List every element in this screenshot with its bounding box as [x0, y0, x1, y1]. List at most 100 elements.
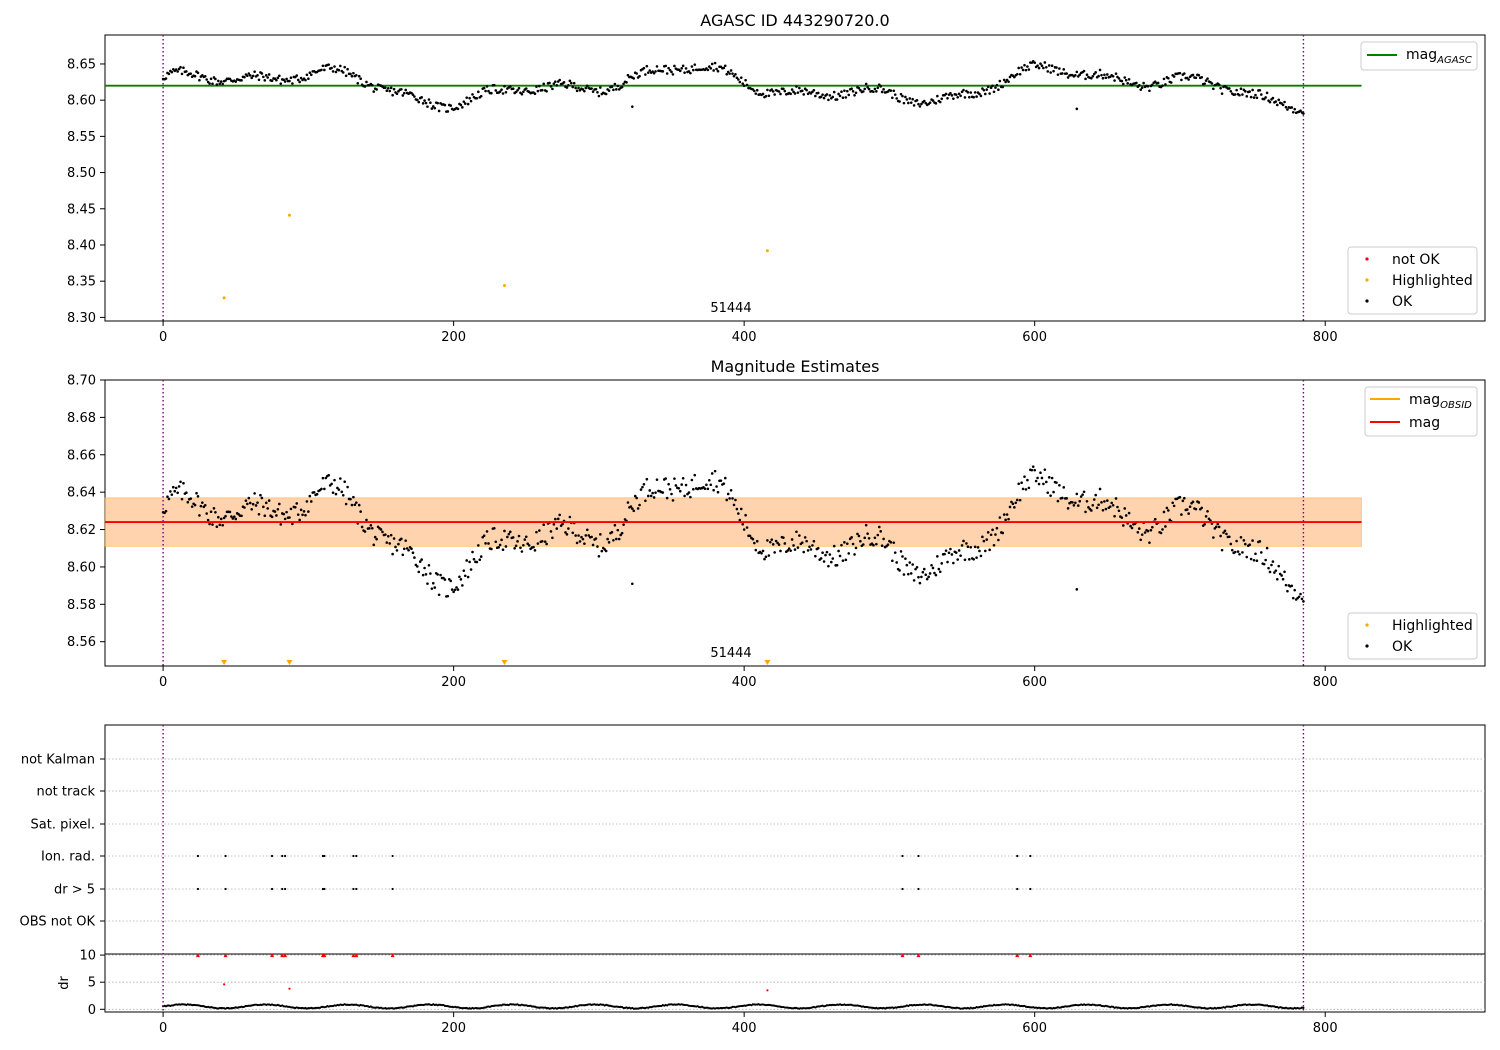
ok-point [690, 478, 694, 482]
ok-point [1004, 80, 1007, 84]
ok-point [299, 508, 303, 512]
ok-point [622, 523, 625, 526]
ok-point [523, 538, 527, 541]
p1-xtick-label: 0 [159, 330, 167, 345]
ok-point [443, 103, 447, 107]
ok-point [1097, 74, 1100, 78]
ok-point [786, 549, 790, 552]
ok-point [825, 93, 829, 96]
ok-point [493, 526, 496, 530]
ok-point [344, 502, 348, 506]
ok-point [402, 547, 406, 551]
ok-point [1267, 566, 1270, 570]
panel-flags: not Kalman not track Sat. pixel. Ion. rad. d… [20, 724, 1486, 1036]
ok-point [875, 542, 878, 546]
ok-point [921, 570, 925, 574]
ok-point [1238, 552, 1241, 556]
ok-point [299, 76, 303, 80]
ok-point [1040, 64, 1044, 68]
ok-point [500, 538, 503, 542]
ok-point [607, 89, 611, 92]
ok-point [462, 100, 466, 103]
panel-agasc-frame [104, 34, 1486, 322]
ok-point [828, 94, 832, 97]
ok-point [250, 76, 254, 80]
ok-point [381, 530, 384, 534]
ok-point [167, 497, 171, 501]
ok-point [368, 527, 371, 530]
ok-point [392, 537, 396, 540]
ok-point [661, 491, 665, 494]
ok-point [741, 82, 745, 85]
ok-point [1108, 505, 1112, 508]
ok-point [389, 533, 393, 537]
p2-ytick-label: 8.66 [67, 448, 96, 463]
ok-point [248, 501, 252, 505]
ok-point [771, 90, 775, 93]
ok-point [324, 476, 328, 480]
ok-point [1142, 81, 1145, 85]
ok-point [196, 495, 200, 498]
ok-point [1214, 525, 1218, 529]
ok-point [1082, 490, 1086, 494]
ok-point [275, 78, 278, 82]
flag-point [284, 854, 287, 858]
ok-point [554, 80, 557, 83]
ok-point [447, 577, 451, 581]
ok-point [928, 101, 932, 104]
dr-point [1302, 1006, 1305, 1009]
ok-point [651, 70, 654, 73]
ok-point [739, 507, 743, 511]
ok-point [814, 94, 817, 98]
panel-agasc: AGASC ID 443290720.0 51444 0 200 400 600 800… [67, 11, 1486, 345]
ok-point [1238, 93, 1241, 97]
ok-point [745, 526, 749, 529]
ok-point [267, 499, 271, 502]
ok-point [540, 539, 544, 543]
p2-ytick-label: 8.62 [67, 523, 96, 538]
ok-point [446, 110, 450, 113]
ok-point [211, 82, 214, 86]
ok-point [1229, 89, 1233, 93]
ok-point [963, 96, 967, 99]
legend-mag-agasc: magAGASC [1406, 47, 1472, 66]
ok-point [418, 560, 422, 563]
ok-point [350, 503, 354, 507]
ok-point [1194, 507, 1198, 511]
ok-point [1065, 72, 1068, 75]
ok-point [490, 547, 493, 551]
ok-point [1210, 82, 1214, 85]
ok-point [715, 67, 718, 71]
ok-point [840, 543, 843, 547]
ok-point [755, 539, 759, 543]
ok-point [1149, 528, 1153, 532]
ok-point [372, 543, 376, 547]
ok-point [1113, 514, 1116, 518]
ok-point [1204, 515, 1208, 518]
flag-point [391, 887, 394, 891]
ok-point [1024, 68, 1028, 72]
ok-point [469, 99, 473, 103]
ok-point [1075, 492, 1079, 496]
ok-point [1258, 88, 1262, 92]
ok-point [581, 88, 585, 91]
ok-point [503, 529, 506, 533]
ok-point [1066, 76, 1070, 79]
ok-point [864, 82, 868, 86]
ok-point [349, 497, 352, 501]
ok-point [616, 84, 620, 88]
ok-point [889, 89, 893, 92]
ok-point [569, 81, 573, 85]
ok-point [808, 545, 811, 549]
ok-point [208, 522, 211, 526]
ok-point [915, 98, 919, 102]
ok-point [830, 560, 833, 564]
ok-point [386, 535, 390, 538]
ok-point [908, 561, 912, 564]
ok-point [190, 505, 194, 508]
ok-point [1023, 475, 1026, 478]
ok-point [572, 81, 576, 85]
ok-point [309, 500, 313, 503]
flag-point [281, 887, 284, 891]
ok-point [1123, 507, 1127, 510]
